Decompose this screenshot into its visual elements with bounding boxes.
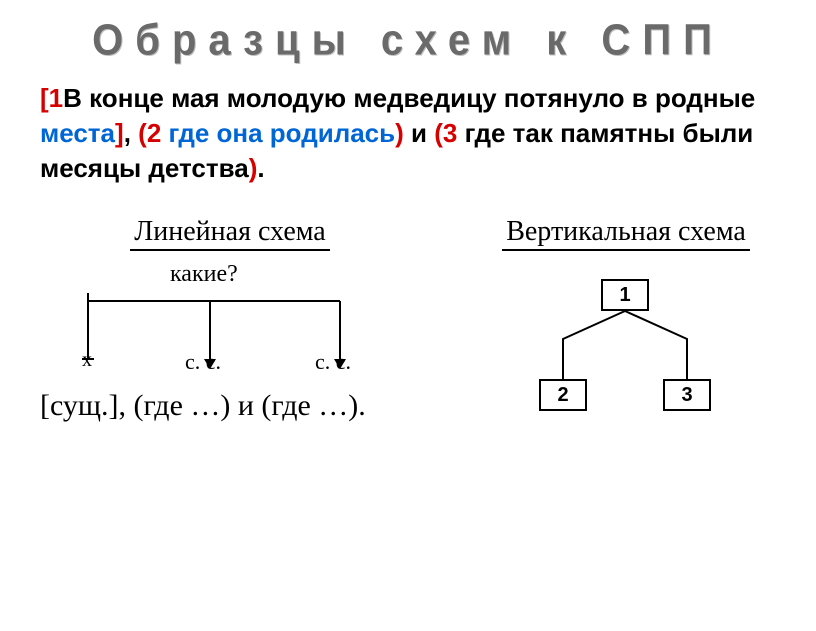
sentence-fragment: 1 xyxy=(49,83,63,113)
vertical-scheme-title: Вертикальная схема xyxy=(502,216,750,251)
linear-question-label: какие? xyxy=(170,261,238,288)
linear-scheme-diagram: какие? х с. с. с. с. [сущ.], (где …) и (… xyxy=(40,261,420,461)
sentence-fragment: и xyxy=(404,118,434,148)
vertical-scheme-diagram: 1 2 3 xyxy=(501,279,751,459)
linear-scheme-column: Линейная схема какие? х с. с. с. с. [сущ… xyxy=(30,216,430,461)
sentence-fragment: В конце мая молодую медведицу потянуло в… xyxy=(63,83,755,113)
sentence-fragment: , xyxy=(124,118,138,148)
linear-ss-label-2: с. с. xyxy=(315,349,351,375)
vertical-scheme-column: Вертикальная схема 1 2 3 xyxy=(466,216,786,461)
sentence-fragment: места xyxy=(40,118,115,148)
sentence-fragment: [ xyxy=(40,83,49,113)
example-sentence: [1В конце мая молодую медведицу потянуло… xyxy=(40,81,776,186)
linear-ss-label-1: с. с. xyxy=(185,349,221,375)
sentence-fragment: ( xyxy=(138,118,147,148)
tree-node-1: 1 xyxy=(601,279,649,311)
linear-scheme-title: Линейная схема xyxy=(130,216,329,251)
linear-scheme-svg xyxy=(40,289,420,379)
linear-formula: [сущ.], (где …) и (где …). xyxy=(40,389,366,423)
sentence-fragment: ) xyxy=(395,118,404,148)
sentence-fragment: 3 xyxy=(443,118,457,148)
tree-node-2: 2 xyxy=(539,379,587,411)
tree-node-3: 3 xyxy=(663,379,711,411)
schemes-row: Линейная схема какие? х с. с. с. с. [сущ… xyxy=(30,216,786,461)
sentence-fragment: ] xyxy=(115,118,124,148)
sentence-fragment: 2 xyxy=(147,118,161,148)
page-title: Образцы схем к СПП xyxy=(0,16,816,66)
linear-x-label: х xyxy=(82,349,92,372)
sentence-fragment: . xyxy=(257,153,264,183)
sentence-fragment: ( xyxy=(434,118,443,148)
sentence-fragment: где она родилась xyxy=(161,118,395,148)
